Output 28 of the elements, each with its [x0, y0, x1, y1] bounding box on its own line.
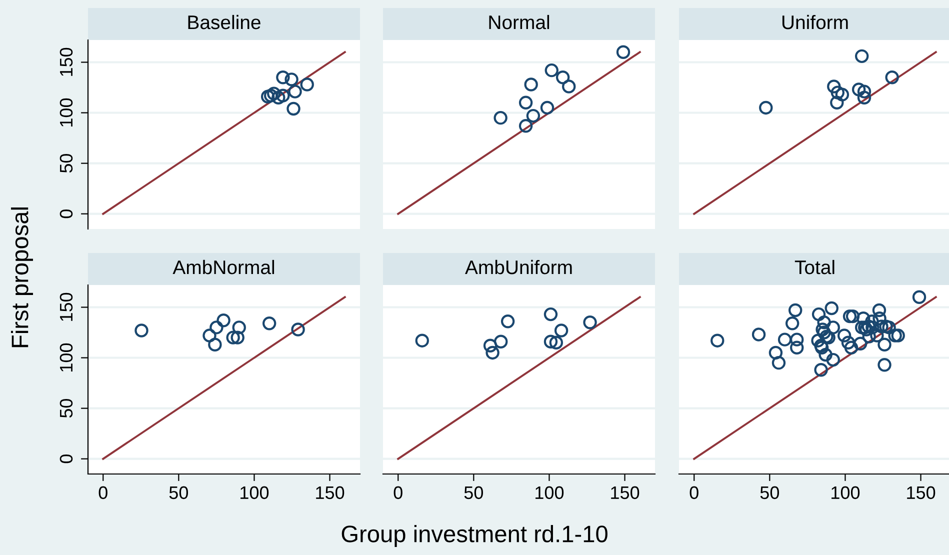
chart-title: Total [794, 260, 834, 274]
x-tick-label: 50 [760, 486, 780, 500]
y-tick-label: 100 [60, 98, 73, 126]
y-tick-label: 50 [60, 398, 73, 418]
y-tick-label: 150 [60, 292, 73, 321]
y-tick-label: 150 [60, 48, 73, 76]
x-tick-label: 0 [394, 486, 402, 500]
y-tick-label: 100 [60, 343, 73, 372]
chart-title: AmbNormal [172, 260, 274, 274]
x-tick-label: 100 [240, 486, 269, 500]
chart-title: Uniform [782, 14, 848, 30]
x-tick-label: 50 [169, 486, 188, 500]
y-tick-label: 0 [60, 454, 73, 464]
y-axis-title: First proposal [10, 208, 34, 348]
x-tick-label: 0 [690, 486, 698, 500]
x-tick-label: 100 [832, 486, 860, 500]
x-tick-label: 150 [907, 486, 936, 500]
x-tick-label: 150 [316, 486, 344, 500]
x-tick-label: 100 [536, 486, 564, 500]
x-tick-label: 0 [98, 486, 108, 500]
chart-title: Baseline [188, 14, 260, 30]
x-axis-title: Group investment rd.1-10 [342, 524, 608, 548]
x-tick-label: 50 [464, 486, 484, 500]
y-tick-label: 0 [60, 210, 73, 218]
chart-title: Normal [489, 14, 550, 30]
chart-title: AmbUniform [465, 260, 572, 274]
x-tick-label: 150 [611, 486, 640, 500]
y-tick-label: 50 [60, 154, 73, 173]
